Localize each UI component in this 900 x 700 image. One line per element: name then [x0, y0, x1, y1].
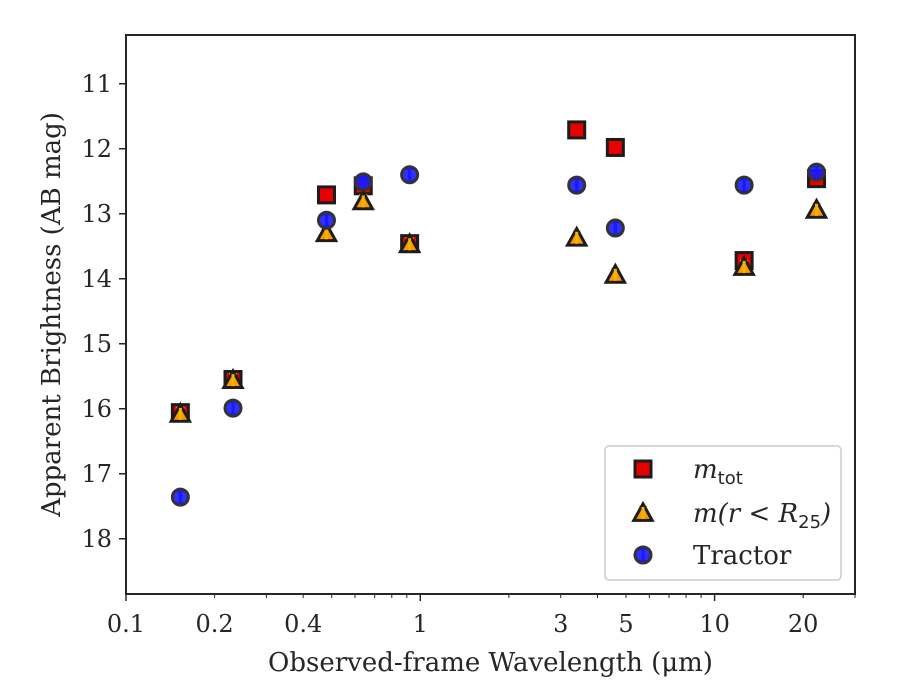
- data-point: [316, 210, 336, 230]
- data-point: [351, 189, 376, 211]
- series-m-r-r25-: [168, 189, 829, 423]
- series-m-tot: [170, 120, 827, 423]
- data-point: [603, 262, 628, 284]
- data-point: [804, 197, 829, 219]
- y-axis-label: Apparent Brightness (AB mag): [37, 112, 67, 518]
- plot-area: [168, 120, 829, 507]
- x-tick-label: 0.2: [196, 610, 234, 638]
- data-point: [400, 165, 420, 185]
- data-point: [168, 401, 193, 423]
- x-tick-label: 20: [788, 610, 819, 638]
- plot-frame: [125, 34, 856, 595]
- y-tick-label: 11: [81, 70, 112, 98]
- legend-marker: [631, 500, 655, 522]
- series-tractor: [170, 162, 827, 507]
- data-point: [732, 254, 756, 276]
- data-point: [807, 162, 827, 182]
- x-tick-label: 0.1: [107, 610, 145, 638]
- data-point: [567, 175, 587, 195]
- x-tick-label: 1: [413, 610, 428, 638]
- data-point: [567, 120, 587, 140]
- x-axis-label: Observed-frame Wavelength (μm): [268, 648, 713, 678]
- legend-marker: [633, 459, 653, 479]
- y-tick-label: 13: [81, 200, 112, 228]
- data-point: [316, 185, 336, 205]
- y-tick-label: 12: [81, 135, 112, 163]
- y-tick-label: 18: [81, 525, 112, 553]
- legend-label: mtot: [693, 455, 743, 489]
- legend: mtot m(r < R25) Tractor: [604, 445, 842, 581]
- data-point: [605, 218, 625, 238]
- legend-marker: [633, 545, 653, 565]
- x-tick-label: 5: [618, 610, 633, 638]
- legend-label: m(r < R25): [693, 499, 831, 533]
- data-point: [223, 398, 243, 418]
- x-tick-label: 10: [699, 610, 730, 638]
- x-tick-label: 0.4: [284, 610, 322, 638]
- legend-label: Tractor: [693, 541, 792, 571]
- y-tick-label: 16: [81, 395, 112, 423]
- data-point: [564, 225, 589, 247]
- y-tick-label: 14: [81, 265, 112, 293]
- data-point: [397, 232, 422, 254]
- y-tick-label: 17: [81, 460, 112, 488]
- data-point: [353, 172, 373, 192]
- data-point: [734, 175, 754, 195]
- data-point: [170, 487, 190, 507]
- y-tick-label: 15: [81, 330, 112, 358]
- data-point: [221, 367, 245, 390]
- legend-box: [604, 445, 842, 581]
- x-tick-label: 3: [553, 610, 568, 638]
- data-point: [605, 137, 625, 157]
